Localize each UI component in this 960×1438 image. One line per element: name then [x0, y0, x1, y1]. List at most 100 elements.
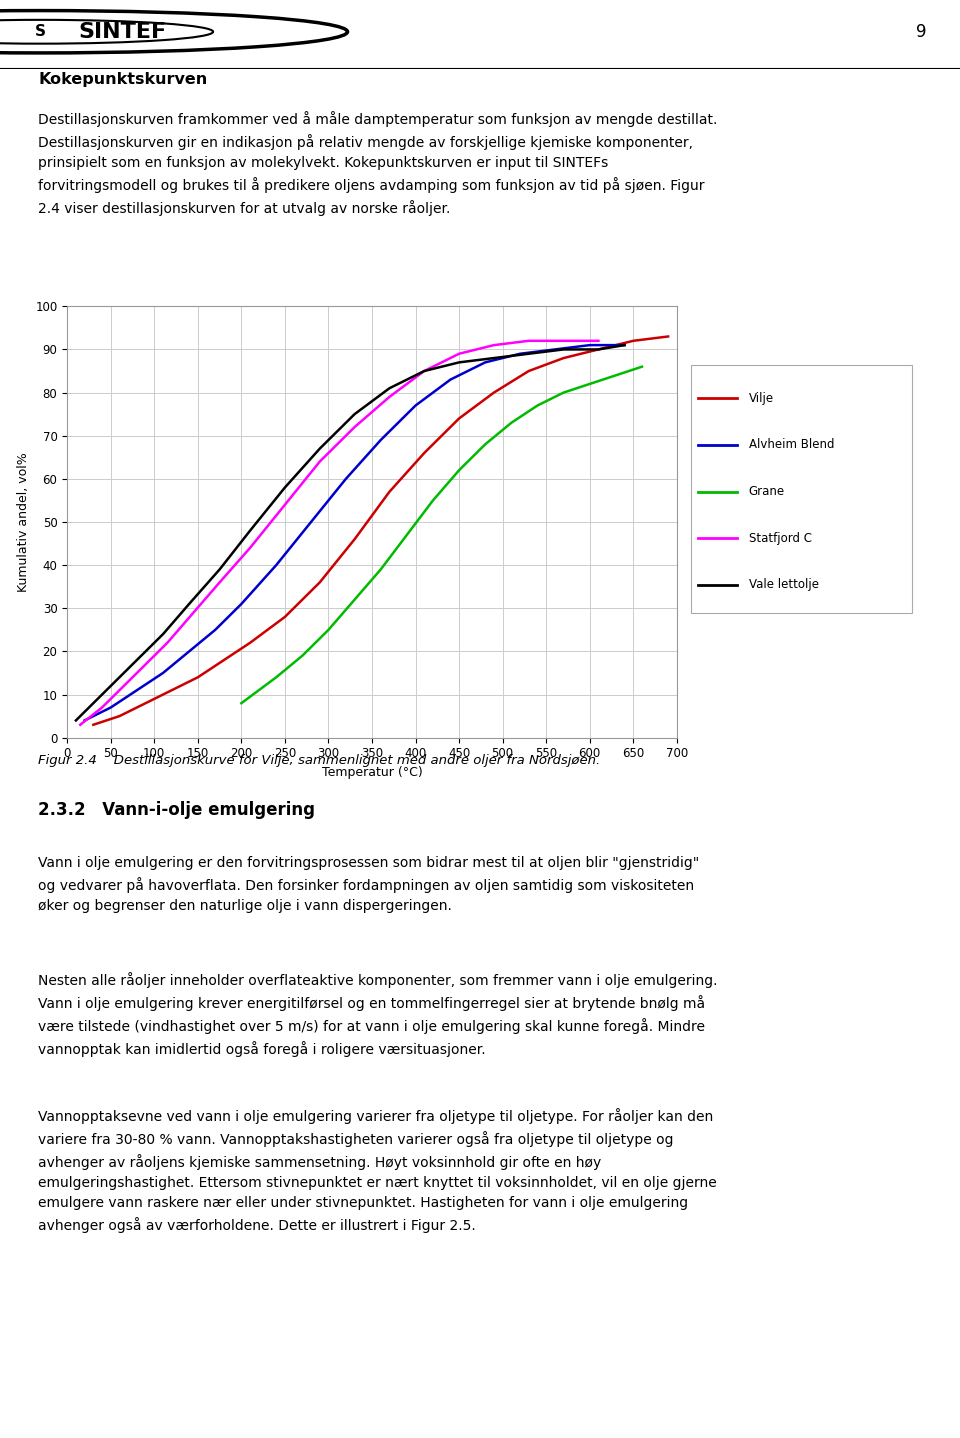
Statfjord C	[348, 418, 360, 436]
Vale lettolje	[348, 406, 360, 423]
Vale lettolje	[314, 440, 325, 457]
Text: Statfjord C: Statfjord C	[749, 532, 811, 545]
Statfjord C	[384, 388, 396, 406]
Grane	[401, 526, 413, 544]
Text: Figur 2.4    Destillasjonskurve for Vilje, sammenlignet med andre oljer fra Nord: Figur 2.4 Destillasjonskurve for Vilje, …	[38, 754, 601, 768]
Grane	[323, 621, 334, 638]
Vale lettolje	[384, 380, 396, 397]
Vale lettolje	[279, 479, 291, 496]
Alvheim Blend	[305, 513, 317, 531]
Alvheim Blend	[619, 336, 631, 354]
Grane	[506, 414, 517, 431]
Text: S: S	[35, 24, 46, 39]
Statfjord C	[523, 332, 535, 349]
Alvheim Blend	[183, 643, 195, 660]
Alvheim Blend	[444, 371, 456, 388]
Vilje	[419, 444, 430, 462]
Vilje	[279, 608, 291, 626]
Statfjord C	[140, 656, 152, 673]
Vilje	[244, 634, 255, 651]
Grane	[479, 436, 491, 453]
Vilje	[628, 332, 639, 349]
Text: Vale lettolje: Vale lettolje	[749, 578, 819, 591]
Vilje	[662, 328, 674, 345]
Alvheim Blend	[157, 664, 169, 682]
Grane	[348, 591, 360, 608]
Vale lettolje	[419, 362, 430, 380]
Grane	[584, 375, 595, 393]
Line: Statfjord C: Statfjord C	[81, 341, 598, 725]
Grane	[271, 669, 282, 686]
Vilje	[592, 341, 604, 358]
Alvheim Blend	[132, 682, 143, 699]
Vale lettolje	[523, 345, 535, 362]
Vilje	[558, 349, 569, 367]
Alvheim Blend	[549, 341, 561, 358]
Grane	[453, 462, 465, 479]
Grane	[427, 492, 439, 509]
Text: Destillasjonskurven framkommer ved å måle damptemperatur som funksjon av mengde : Destillasjonskurven framkommer ved å mål…	[38, 111, 718, 216]
Vale lettolje	[87, 695, 99, 712]
Grane	[235, 695, 247, 712]
Statfjord C	[214, 574, 226, 591]
Vale lettolje	[453, 354, 465, 371]
Text: Vilje: Vilje	[749, 391, 774, 406]
Statfjord C	[314, 453, 325, 470]
Line: Alvheim Blend: Alvheim Blend	[84, 345, 625, 720]
Vilje	[87, 716, 99, 733]
Text: Vann i olje emulgering er den forvitringsprosessen som bidrar mest til at oljen : Vann i olje emulgering er den forvitring…	[38, 856, 700, 913]
Vilje	[113, 707, 125, 725]
Grane	[636, 358, 648, 375]
Text: 2.3.2 Vann-i-olje emulgering: 2.3.2 Vann-i-olje emulgering	[38, 801, 316, 818]
Vilje	[140, 695, 152, 712]
Vale lettolje	[592, 341, 604, 358]
Alvheim Blend	[479, 354, 491, 371]
Alvheim Blend	[584, 336, 595, 354]
Alvheim Blend	[79, 712, 90, 729]
Vilje	[384, 483, 396, 500]
Vilje	[488, 384, 499, 401]
Vale lettolje	[558, 341, 569, 358]
Alvheim Blend	[235, 595, 247, 613]
Vale lettolje	[488, 349, 499, 367]
Vilje	[453, 410, 465, 427]
Statfjord C	[244, 539, 255, 557]
Grane	[611, 367, 622, 384]
Vilje	[166, 682, 178, 699]
Statfjord C	[279, 496, 291, 513]
Line: Grane: Grane	[241, 367, 642, 703]
Vale lettolje	[132, 651, 143, 669]
Text: Grane: Grane	[749, 485, 784, 498]
Statfjord C	[453, 345, 465, 362]
Statfjord C	[419, 362, 430, 380]
Statfjord C	[161, 634, 173, 651]
Statfjord C	[188, 604, 200, 621]
Statfjord C	[592, 332, 604, 349]
Statfjord C	[558, 332, 569, 349]
Y-axis label: Kumulativ andel, vol%: Kumulativ andel, vol%	[16, 452, 30, 592]
Grane	[297, 647, 308, 664]
Alvheim Blend	[515, 345, 526, 362]
Vilje	[218, 651, 229, 669]
Vilje	[314, 574, 325, 591]
Vale lettolje	[214, 561, 226, 578]
Vale lettolje	[70, 712, 82, 729]
Alvheim Blend	[105, 699, 116, 716]
Line: Vale lettolje: Vale lettolje	[76, 345, 625, 720]
Text: Kokepunktskurven: Kokepunktskurven	[38, 72, 207, 86]
Vale lettolje	[109, 673, 121, 690]
Alvheim Blend	[410, 397, 421, 414]
Grane	[532, 397, 543, 414]
Vale lettolje	[619, 336, 631, 354]
Statfjord C	[488, 336, 499, 354]
Statfjord C	[118, 677, 130, 695]
Text: Vannopptaksevne ved vann i olje emulgering varierer fra oljetype til oljetype. F: Vannopptaksevne ved vann i olje emulgeri…	[38, 1107, 717, 1234]
Alvheim Blend	[375, 431, 387, 449]
Alvheim Blend	[340, 470, 351, 487]
X-axis label: Temperatur (°C): Temperatur (°C)	[322, 766, 422, 779]
Statfjord C	[75, 716, 86, 733]
Alvheim Blend	[271, 557, 282, 574]
FancyBboxPatch shape	[691, 365, 912, 613]
Vilje	[348, 531, 360, 548]
Statfjord C	[96, 699, 108, 716]
